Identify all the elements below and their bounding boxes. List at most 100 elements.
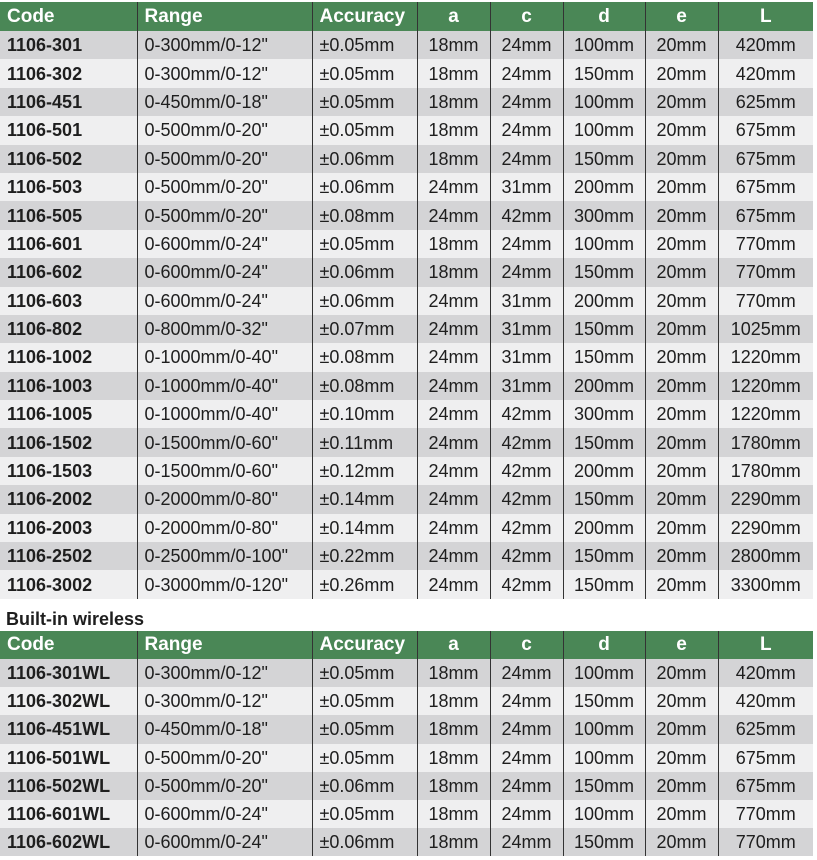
table-row: 1106-302 0-300mm/0-12" ±0.05mm 18mm 24mm 150m…: [0, 59, 813, 88]
table-cell: 24mm: [416, 343, 490, 372]
column-header: L: [717, 2, 813, 31]
column-header: c: [489, 631, 563, 659]
table-cell: ±0.14mm: [311, 485, 417, 514]
table-cell: ±0.05mm: [311, 687, 417, 716]
table-cell: 42mm: [489, 485, 563, 514]
code-cell: 1106-505: [0, 201, 137, 230]
table-cell: 675mm: [717, 201, 813, 230]
table-cell: 31mm: [489, 343, 563, 372]
table-cell: 150mm: [562, 314, 645, 344]
table-cell: 150mm: [562, 59, 645, 88]
table-row: 1106-502WL 0-500mm/0-20" ±0.06mm 18mm 24mm 15…: [0, 771, 813, 800]
table-cell: 18mm: [416, 144, 490, 173]
code-cell: 1106-601: [0, 229, 137, 259]
column-header: c: [489, 2, 563, 31]
table-cell: 0-300mm/0-12": [136, 59, 312, 88]
table-row: 1106-1503 0-1500mm/0-60" ±0.12mm 24mm 42mm 20…: [0, 456, 813, 486]
table-cell: 0-500mm/0-20": [136, 201, 312, 230]
table-cell: 0-1500mm/0-60": [136, 456, 312, 486]
column-header: Code: [0, 631, 137, 659]
table-cell: 24mm: [489, 771, 563, 800]
code-cell: 1106-501: [0, 116, 137, 145]
table-cell: 770mm: [717, 828, 813, 857]
table-cell: ±0.05mm: [311, 116, 417, 145]
column-header: Code: [0, 2, 137, 31]
column-header: Accuracy: [311, 631, 417, 659]
table-cell: 24mm: [416, 570, 490, 599]
table-cell: 0-2000mm/0-80": [136, 485, 312, 514]
table-cell: 625mm: [717, 715, 813, 744]
table-cell: 200mm: [562, 513, 645, 543]
table-cell: 18mm: [416, 258, 490, 287]
column-header: Accuracy: [311, 2, 417, 31]
table-cell: 0-600mm/0-24": [136, 799, 312, 829]
table-row: 1106-1002 0-1000mm/0-40" ±0.08mm 24mm 31mm 15…: [0, 343, 813, 372]
wireless-spec-table: Code Range Accuracy a c d e L 1106-301WL 0-300mm…: [0, 631, 813, 857]
table-cell: 0-600mm/0-24": [136, 258, 312, 287]
table-cell: 20mm: [644, 314, 718, 344]
table-cell: ±0.08mm: [311, 343, 417, 372]
table-cell: 100mm: [562, 715, 645, 744]
table-cell: 42mm: [489, 456, 563, 486]
code-cell: 1106-1005: [0, 400, 137, 429]
table-cell: 420mm: [717, 31, 813, 60]
table-cell: 0-450mm/0-18": [136, 715, 312, 744]
table-row: 1106-603 0-600mm/0-24" ±0.06mm 24mm 31mm 200m…: [0, 286, 813, 315]
table-cell: 18mm: [416, 799, 490, 829]
table-cell: 675mm: [717, 743, 813, 772]
table-cell: ±0.08mm: [311, 201, 417, 230]
column-header: a: [416, 2, 490, 31]
table-cell: 24mm: [489, 715, 563, 744]
table-cell: 770mm: [717, 799, 813, 829]
table-cell: ±0.05mm: [311, 87, 417, 117]
table-cell: 42mm: [489, 513, 563, 543]
table-cell: 20mm: [644, 31, 718, 60]
table-cell: 24mm: [489, 743, 563, 772]
table-cell: ±0.05mm: [311, 229, 417, 259]
table-cell: 42mm: [489, 570, 563, 599]
table-cell: 0-500mm/0-20": [136, 771, 312, 800]
table-cell: 300mm: [562, 201, 645, 230]
table-cell: 24mm: [416, 286, 490, 315]
table-cell: 675mm: [717, 116, 813, 145]
code-cell: 1106-1503: [0, 456, 137, 486]
table-cell: 420mm: [717, 659, 813, 688]
table-cell: ±0.26mm: [311, 570, 417, 599]
table-cell: 0-450mm/0-18": [136, 87, 312, 117]
table-cell: ±0.05mm: [311, 715, 417, 744]
table-cell: 24mm: [489, 687, 563, 716]
table-cell: 24mm: [416, 400, 490, 429]
table-cell: ±0.11mm: [311, 428, 417, 457]
table-row: 1106-501 0-500mm/0-20" ±0.05mm 18mm 24mm 100m…: [0, 116, 813, 145]
table-cell: 20mm: [644, 715, 718, 744]
table-cell: 200mm: [562, 172, 645, 202]
table-cell: 20mm: [644, 687, 718, 716]
table-cell: 42mm: [489, 428, 563, 457]
table-cell: 42mm: [489, 542, 563, 571]
code-cell: 1106-502: [0, 144, 137, 173]
column-header: a: [416, 631, 490, 659]
table-cell: 42mm: [489, 201, 563, 230]
table-cell: 0-300mm/0-12": [136, 687, 312, 716]
table-cell: 20mm: [644, 400, 718, 429]
table-cell: ±0.06mm: [311, 144, 417, 173]
table-cell: 2290mm: [717, 485, 813, 514]
table-cell: 42mm: [489, 400, 563, 429]
table-cell: 100mm: [562, 743, 645, 772]
table-cell: 20mm: [644, 799, 718, 829]
table-cell: 24mm: [416, 542, 490, 571]
table-cell: 31mm: [489, 172, 563, 202]
code-cell: 1106-302: [0, 59, 137, 88]
table-cell: 18mm: [416, 771, 490, 800]
table-row: 1106-601WL 0-600mm/0-24" ±0.05mm 18mm 24mm 10…: [0, 799, 813, 829]
code-cell: 1106-601WL: [0, 799, 137, 829]
table-row: 1106-451 0-450mm/0-18" ±0.05mm 18mm 24mm 100m…: [0, 87, 813, 117]
table-cell: ±0.07mm: [311, 314, 417, 344]
table-cell: ±0.05mm: [311, 799, 417, 829]
table-row: 1106-2003 0-2000mm/0-80" ±0.14mm 24mm 42mm 20…: [0, 513, 813, 543]
table-row: 1106-3002 0-3000mm/0-120" ±0.26mm 24mm 42mm 1…: [0, 570, 813, 599]
table-cell: 18mm: [416, 828, 490, 857]
code-cell: 1106-503: [0, 172, 137, 202]
table-cell: 18mm: [416, 87, 490, 117]
table-cell: 150mm: [562, 570, 645, 599]
